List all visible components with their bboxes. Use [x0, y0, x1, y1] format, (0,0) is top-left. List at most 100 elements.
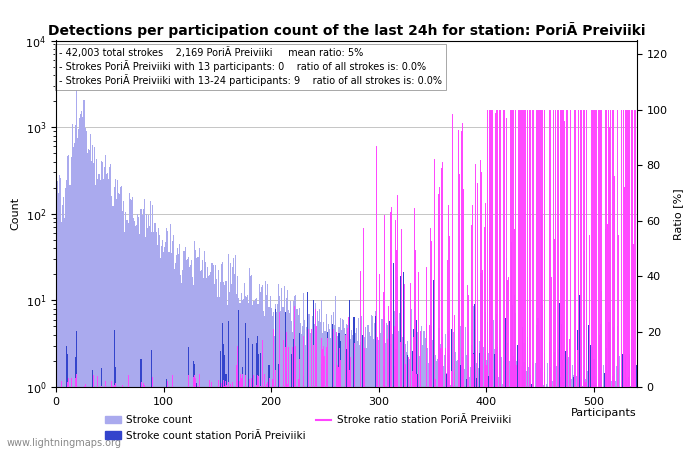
Bar [584, 379, 586, 450]
Bar [322, 333, 323, 450]
Bar [348, 331, 349, 450]
Bar [323, 322, 324, 450]
Bar [474, 304, 475, 450]
Bar [77, 138, 78, 450]
Bar [336, 353, 337, 450]
Bar [394, 366, 395, 450]
Bar [408, 363, 409, 450]
Bar [307, 310, 308, 450]
Bar [352, 334, 354, 450]
Bar [345, 360, 346, 450]
Bar [329, 328, 330, 450]
Bar [293, 301, 294, 450]
Bar [294, 387, 295, 450]
Bar [79, 118, 81, 450]
Bar [105, 155, 106, 450]
Bar [91, 161, 92, 450]
Bar [468, 378, 470, 450]
Bar [540, 375, 542, 450]
Bar [298, 382, 299, 450]
Bar [559, 378, 560, 450]
Bar [316, 350, 317, 450]
Bar [232, 387, 233, 450]
Bar [294, 296, 295, 450]
Bar [512, 386, 514, 450]
Bar [64, 218, 65, 450]
Bar [313, 300, 314, 450]
Bar [429, 364, 430, 450]
Bar [616, 387, 617, 450]
Bar [187, 259, 188, 450]
Bar [529, 360, 530, 450]
Bar [161, 246, 162, 450]
Bar [299, 308, 300, 450]
Bar [232, 267, 233, 450]
Bar [203, 278, 204, 450]
Bar [344, 328, 345, 450]
Bar [245, 323, 246, 450]
Bar [407, 355, 408, 450]
Bar [285, 317, 286, 450]
Bar [365, 327, 366, 450]
Bar [75, 357, 76, 450]
Bar [380, 333, 382, 450]
Bar [438, 334, 440, 450]
Bar [389, 321, 390, 450]
Bar [260, 353, 261, 450]
Bar [600, 324, 601, 450]
Bar [191, 261, 192, 450]
Bar [485, 355, 486, 450]
Bar [580, 340, 582, 450]
Bar [263, 310, 264, 450]
Bar [291, 321, 292, 450]
Bar [347, 350, 348, 450]
Bar [486, 360, 487, 450]
Bar [188, 346, 189, 450]
Bar [65, 188, 66, 450]
Bar [363, 326, 364, 450]
Bar [239, 302, 241, 450]
Bar [612, 387, 614, 450]
Bar [519, 359, 520, 450]
Bar [598, 335, 600, 450]
Bar [401, 335, 402, 450]
Bar [360, 364, 361, 450]
Bar [393, 263, 394, 450]
Bar [552, 371, 554, 450]
Bar [297, 309, 298, 450]
Bar [202, 260, 203, 450]
Bar [387, 325, 388, 450]
Bar [503, 373, 504, 450]
Bar [326, 360, 327, 450]
Bar [431, 334, 432, 450]
Bar [358, 318, 359, 450]
Bar [251, 275, 253, 450]
Bar [289, 313, 290, 450]
Bar [505, 318, 506, 450]
Bar [311, 333, 312, 450]
Bar [322, 384, 323, 450]
Bar [390, 344, 391, 450]
Bar [195, 250, 197, 450]
Bar [270, 296, 271, 450]
Bar [426, 324, 427, 450]
Bar [244, 283, 245, 450]
Bar [262, 285, 263, 450]
Bar [376, 353, 377, 450]
Bar [556, 366, 558, 450]
Bar [175, 263, 176, 450]
Bar [67, 354, 69, 450]
Bar [89, 150, 90, 450]
Bar [634, 387, 636, 450]
Bar [564, 387, 566, 450]
Bar [615, 381, 616, 450]
Bar [162, 240, 163, 450]
Bar [515, 313, 516, 450]
Bar [517, 371, 518, 450]
Bar [403, 272, 404, 450]
Bar [404, 360, 405, 450]
Bar [101, 369, 102, 450]
Bar [558, 373, 559, 450]
Bar [618, 369, 620, 450]
Bar [546, 383, 547, 450]
